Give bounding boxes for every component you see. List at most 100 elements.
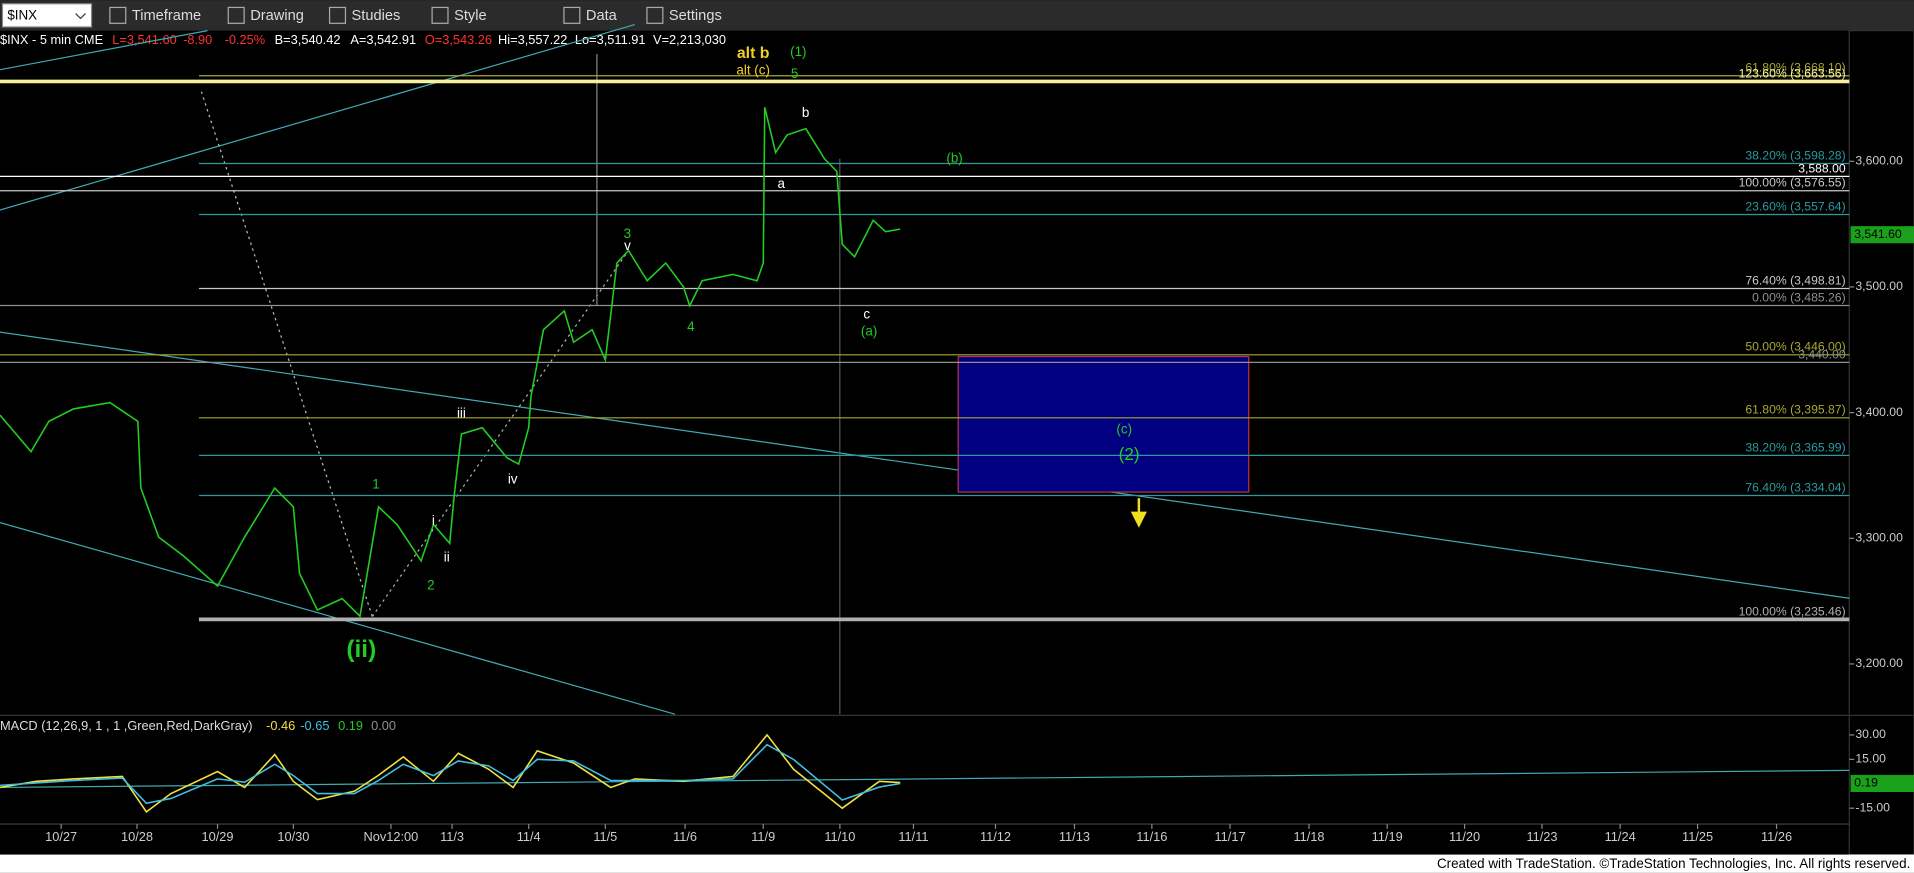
- x-tick-label: 11/26: [1761, 829, 1792, 844]
- header-readout: Lo=3,511.91: [575, 32, 646, 47]
- fib-label: 123.60% (3,663.56): [1739, 66, 1846, 80]
- toolbar-button[interactable]: Timeframe: [132, 8, 201, 24]
- x-tick-label: 11/20: [1449, 829, 1480, 844]
- x-tick-label: 11/18: [1293, 829, 1324, 844]
- header-readout: -0.25%: [225, 32, 266, 47]
- wave-label: alt b: [737, 45, 770, 62]
- wave-label: (2): [1119, 445, 1140, 464]
- header-readout: V=2,213,030: [653, 32, 726, 47]
- wave-label: (a): [861, 324, 877, 339]
- x-tick-label: 11/19: [1372, 829, 1403, 844]
- x-tick-label: 11/25: [1682, 829, 1713, 844]
- fib-label: 23.60% (3,557.64): [1745, 199, 1845, 213]
- macd-title: MACD (12,26,9, 1 , 1 ,Green,Red,DarkGray…: [0, 718, 252, 733]
- wave-label: (1): [790, 44, 806, 59]
- x-tick-label: 11/17: [1214, 829, 1245, 844]
- x-tick-label: 11/13: [1059, 829, 1090, 844]
- toolbar-button[interactable]: Style: [454, 8, 487, 24]
- fib-label: 100.00% (3,235.46): [1739, 604, 1846, 618]
- price-line: [0, 743, 901, 805]
- x-tick-label: 11/3: [440, 829, 464, 844]
- y-tick-label: -15.00: [1855, 800, 1890, 814]
- target-box: [957, 355, 1250, 493]
- macd-readout: 0.19: [338, 718, 363, 733]
- fib-label: 50.00% (3,446.00): [1745, 340, 1845, 354]
- wave-label: 4: [687, 319, 695, 334]
- toolbar: [0, 0, 1914, 31]
- fib-label: 100.00% (3,576.55): [1739, 176, 1846, 190]
- fib-label: 3,588.00: [1798, 161, 1846, 175]
- trend-line: [200, 91, 373, 617]
- x-tick-label: 11/4: [517, 829, 541, 844]
- macd-readout: 0.00: [371, 718, 396, 733]
- header-readout: A=3,542.91: [350, 32, 416, 47]
- symbol-input[interactable]: $INX: [7, 8, 37, 23]
- footer-bar: [0, 854, 1914, 873]
- toolbar-icon[interactable]: [431, 6, 449, 24]
- toolbar-icon[interactable]: [563, 6, 581, 24]
- wave-label: (b): [946, 150, 962, 165]
- y-tick-label: 3,600.00: [1855, 154, 1903, 168]
- fib-label: 76.40% (3,334.04): [1745, 480, 1845, 494]
- wave-label: i: [432, 513, 435, 528]
- toolbar-button[interactable]: Data: [586, 8, 618, 24]
- x-tick-label: 11/11: [898, 829, 928, 844]
- wave-label: (ii): [346, 636, 376, 663]
- header-readout: O=3,543.26: [425, 32, 492, 47]
- x-tick-label: Nov12:00: [364, 829, 419, 844]
- toolbar-button[interactable]: Settings: [669, 8, 722, 24]
- x-tick-label: 11/12: [980, 829, 1011, 844]
- toolbar-button[interactable]: Drawing: [250, 8, 304, 24]
- fib-label: 3,440.00: [1798, 347, 1846, 361]
- trend-line: [0, 23, 635, 211]
- down-arrow: [1130, 498, 1147, 528]
- trend-line: [0, 769, 1850, 789]
- x-tick-label: 11/5: [593, 829, 617, 844]
- wave-label: ii: [444, 550, 450, 565]
- x-tick-label: 11/9: [751, 829, 775, 844]
- wave-label: a: [777, 176, 785, 191]
- trend-line: [0, 30, 208, 71]
- header-symbol: $INX - 5 min CME: [0, 32, 103, 47]
- x-tick-label: 10/30: [277, 829, 309, 844]
- wave-label: 1: [372, 476, 379, 491]
- footer: Created with TradeStation. ©TradeStation…: [1437, 856, 1910, 871]
- fib-label: 61.80% (3,395.87): [1745, 403, 1845, 417]
- x-tick-label: 11/6: [673, 829, 697, 844]
- wave-label: iii: [457, 405, 466, 420]
- y-tick-label: 3,400.00: [1855, 405, 1903, 419]
- toolbar-icon[interactable]: [328, 6, 347, 24]
- y-tick-label: 3,200.00: [1855, 656, 1903, 670]
- toolbar-button[interactable]: Studies: [352, 8, 401, 24]
- toolbar-icon[interactable]: [109, 6, 127, 24]
- price-axis: [1848, 30, 1914, 856]
- y-tick-label: 3,500.00: [1855, 279, 1903, 293]
- wave-label: b: [802, 105, 809, 120]
- fib-label: 76.40% (3,498.81): [1745, 273, 1845, 287]
- header-readout: B=3,540.42: [275, 32, 341, 47]
- header-readout: -8.90: [183, 32, 212, 47]
- wave-label: v: [624, 238, 631, 253]
- x-tick-label: 10/28: [121, 829, 153, 844]
- y-tick-label: 15.00: [1855, 752, 1886, 766]
- symbol-box[interactable]: [1, 3, 93, 28]
- wave-label: 3: [624, 226, 631, 241]
- last-value-tag: [1850, 774, 1914, 793]
- wave-label: alt (c): [736, 62, 770, 77]
- header-readout: Hi=3,557.22: [498, 32, 567, 47]
- macd-readout: -0.65: [300, 718, 329, 733]
- fib-label: 38.20% (3,365.99): [1745, 440, 1845, 454]
- price-line: [0, 107, 901, 618]
- wave-label: (c): [1116, 421, 1132, 436]
- trend-line: [371, 249, 630, 617]
- y-tick-label: 30.00: [1855, 727, 1886, 741]
- toolbar-icon[interactable]: [646, 6, 664, 24]
- toolbar-icon[interactable]: [227, 6, 245, 24]
- x-tick-label: 11/24: [1605, 829, 1636, 844]
- last-value-label: 3,541.60: [1854, 227, 1902, 241]
- wave-label: 2: [427, 578, 434, 593]
- fib-label: 0.00% (3,485.26): [1752, 290, 1846, 304]
- wave-label: iv: [508, 471, 518, 486]
